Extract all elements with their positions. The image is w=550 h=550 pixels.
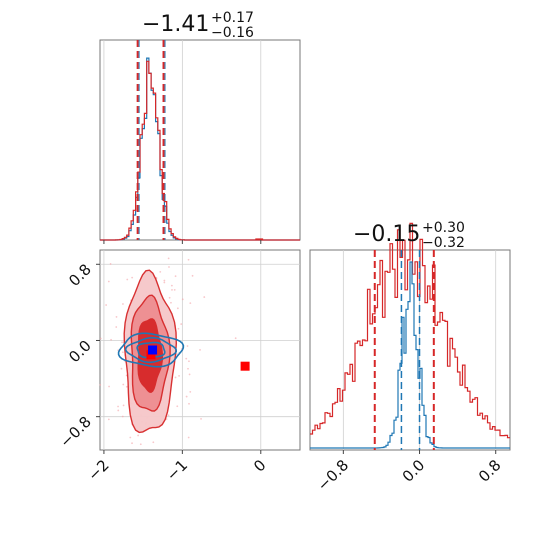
sample-point — [139, 443, 142, 446]
p0-title-median: −1.41 — [142, 12, 209, 37]
sample-point — [187, 258, 190, 261]
blue-contour-level-2 — [124, 336, 177, 364]
sample-point — [188, 360, 190, 363]
x-tick-label: 0 — [250, 456, 269, 475]
sample-point — [109, 263, 112, 265]
sample-point — [177, 327, 180, 330]
sample-point — [200, 418, 202, 420]
red-marker — [146, 350, 156, 360]
sample-point — [122, 303, 124, 305]
sample-point — [176, 307, 179, 310]
sample-point — [187, 436, 190, 439]
red-marker — [240, 361, 250, 371]
sample-point — [176, 353, 178, 355]
sample-point — [129, 436, 132, 439]
sample-point — [131, 442, 133, 445]
sample-point — [187, 367, 189, 370]
sample-point — [173, 288, 176, 291]
sample-point — [121, 415, 124, 418]
p1-red-histogram — [310, 222, 510, 439]
p0-title-plus: +0.17 — [211, 10, 254, 26]
sample-point — [131, 276, 134, 279]
sample-point — [122, 404, 125, 407]
sample-point — [163, 279, 166, 282]
sample-point — [105, 304, 108, 306]
sample-point — [174, 275, 177, 278]
sample-point — [170, 301, 172, 304]
sample-point — [167, 414, 170, 417]
histograms — [100, 40, 510, 450]
sample-point — [186, 345, 189, 347]
sample-point — [110, 338, 112, 341]
sample-point — [99, 337, 102, 340]
sample-point — [170, 284, 173, 287]
x-tick-label: −1 — [163, 456, 191, 484]
sample-point — [174, 376, 177, 379]
y-tick-label: 0.0 — [65, 337, 95, 367]
p0-blue-histogram — [100, 57, 300, 241]
blue-marker — [148, 345, 158, 355]
sample-point — [121, 351, 124, 354]
sample-point — [176, 405, 179, 408]
sample-point — [168, 296, 171, 299]
p0-histogram-panel — [99, 39, 301, 241]
sample-point — [120, 367, 123, 370]
p1-x-tick-label: 0.8 — [475, 456, 505, 486]
y-tick-label: −0.8 — [56, 413, 94, 451]
sample-point — [122, 383, 125, 386]
sample-point — [199, 348, 201, 351]
sample-point — [108, 385, 110, 388]
sample-point — [163, 281, 166, 284]
p1-title: −0.15 +0.30 −0.32 — [353, 220, 465, 251]
sample-point — [107, 280, 110, 283]
sample-point — [189, 390, 192, 393]
sample-point — [189, 302, 192, 305]
sample-point — [181, 298, 184, 301]
x-tick-label: −2 — [84, 456, 112, 484]
sample-point — [234, 337, 237, 340]
p1-blue-histogram — [310, 261, 510, 449]
sample-point — [203, 296, 206, 298]
sample-point — [188, 402, 190, 405]
sample-point — [117, 405, 119, 408]
blue-contour-level-3 — [136, 341, 166, 359]
tick-labels: −2 −1 0 0.8 0.8 0.0 0.0 −0.8 −0.8 — [56, 240, 505, 495]
p1-title-median: −0.15 — [353, 222, 420, 247]
sample-point — [167, 257, 170, 260]
joint-panel — [99, 249, 301, 451]
p0-red-histogram — [100, 60, 300, 241]
sample-point — [126, 278, 129, 281]
p0-title: −1.41 +0.17 −0.16 — [142, 10, 254, 41]
joint-distribution — [99, 257, 250, 446]
sample-point — [117, 409, 120, 412]
sample-point — [185, 357, 188, 360]
sample-point — [188, 373, 191, 376]
sample-point — [171, 289, 173, 291]
sample-point — [191, 274, 194, 277]
p1-x-tick-label: −0.8 — [314, 456, 352, 494]
p1-title-plus: +0.30 — [422, 220, 465, 236]
sample-point — [185, 395, 188, 398]
sample-point — [159, 271, 162, 273]
sample-point — [168, 266, 170, 268]
sample-point — [115, 316, 118, 318]
sample-point — [115, 326, 118, 328]
sample-point — [99, 383, 102, 386]
sample-point — [137, 434, 140, 437]
y-tick-label: 0.8 — [65, 260, 95, 290]
sample-point — [152, 441, 155, 444]
sample-point — [178, 374, 180, 377]
sample-point — [121, 341, 123, 344]
sample-point — [125, 385, 128, 388]
p1-x-tick-label: 0.0 — [399, 456, 429, 486]
p1-title-minus: −0.32 — [422, 235, 465, 251]
p0-title-minus: −0.16 — [211, 25, 254, 41]
blue-contour-level-1 — [117, 332, 185, 368]
sample-point — [180, 323, 183, 325]
sample-point — [107, 418, 110, 421]
